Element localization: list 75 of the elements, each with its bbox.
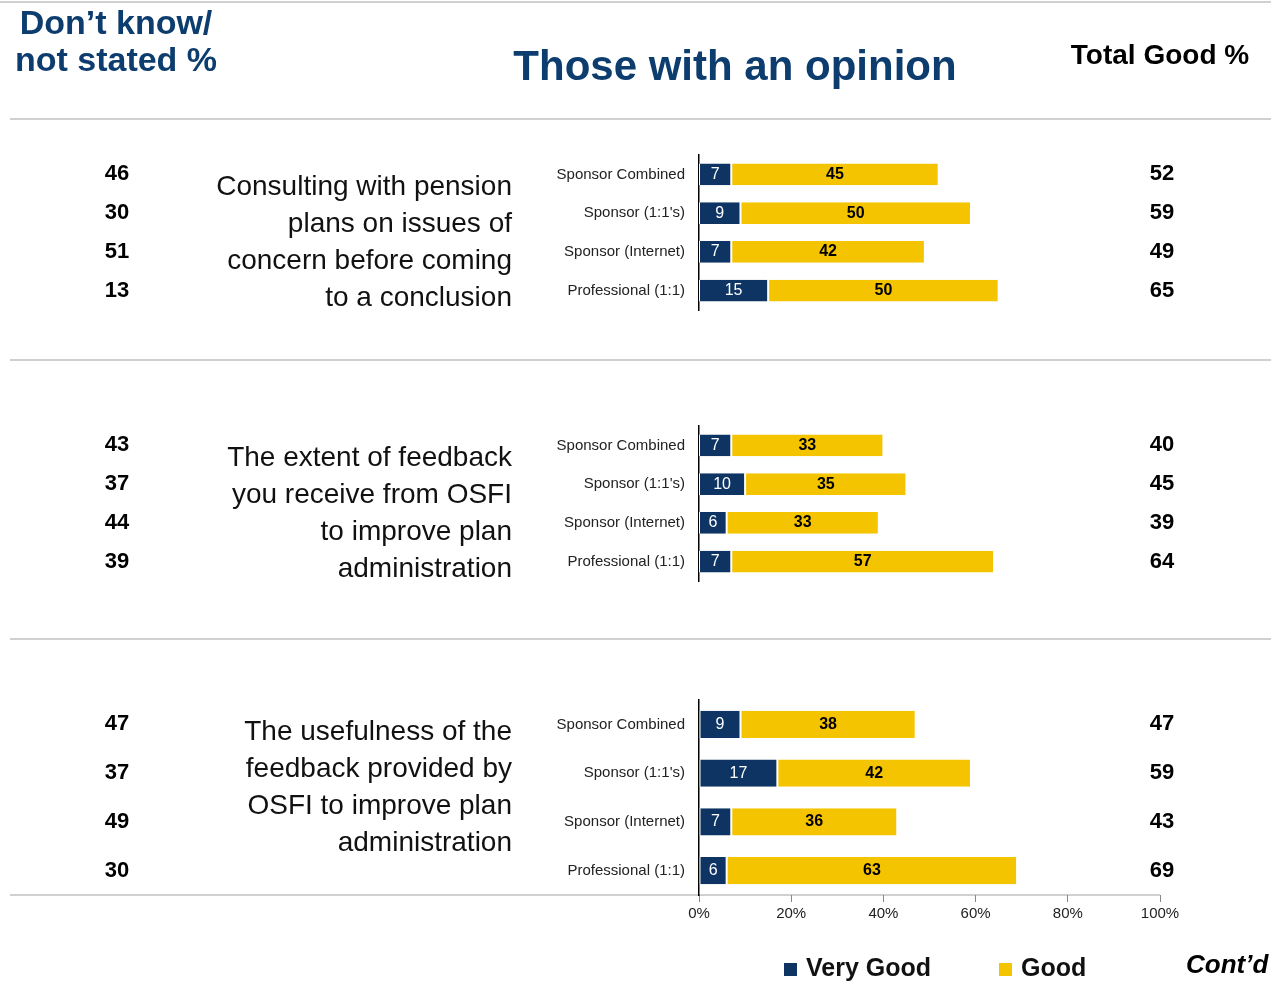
- data-label: 63: [862, 861, 881, 879]
- annotation: 45: [1149, 470, 1175, 496]
- y-tick-label: Sponsor (1:1's): [583, 203, 685, 221]
- text: 30: [104, 856, 130, 882]
- data-label: 42: [819, 242, 838, 260]
- y-tick-label: Sponsor (1:1's): [583, 763, 685, 781]
- data-label: 6: [708, 513, 718, 531]
- text: Consulting with pension plans on issues of concern before coming to a conclusion: [215, 169, 512, 314]
- text: 51: [104, 237, 130, 263]
- data-label: 38: [819, 714, 838, 732]
- text: 13: [104, 276, 130, 302]
- annotation: 39: [1149, 508, 1175, 534]
- data-label: 7: [710, 435, 720, 453]
- y-tick-label: Professional (1:1): [567, 280, 685, 298]
- y-tick-label: Sponsor (Internet): [564, 242, 685, 260]
- text: The extent of feedback you receive from OSFI to improve plan administration: [226, 440, 512, 585]
- data-label: 9: [715, 714, 725, 732]
- data-label: 7: [710, 552, 720, 570]
- x-tick-label: 80%: [1052, 904, 1083, 922]
- y-tick-label: Sponsor Combined: [556, 435, 685, 453]
- data-label: 33: [793, 513, 812, 531]
- text: 30: [104, 199, 130, 225]
- data-label: 7: [710, 812, 720, 830]
- annotation: 64: [1149, 547, 1175, 573]
- text: 43: [104, 431, 130, 457]
- y-tick-label: Professional (1:1): [567, 551, 685, 569]
- data-label: 9: [715, 203, 725, 221]
- data-label: 50: [846, 203, 865, 221]
- annotation: 40: [1149, 431, 1175, 457]
- data-label: 33: [798, 435, 817, 453]
- annotation: 65: [1149, 276, 1175, 302]
- x-tick-label: 40%: [868, 904, 899, 922]
- text: 49: [104, 807, 130, 833]
- text: 37: [104, 470, 130, 496]
- text: 39: [104, 547, 130, 573]
- annotation: 43: [1149, 807, 1175, 833]
- data-label: 17: [729, 763, 748, 781]
- text: 47: [104, 710, 130, 736]
- legend-label: Very Good: [805, 953, 932, 982]
- text: 37: [104, 759, 130, 785]
- y-tick-label: Sponsor Combined: [556, 164, 685, 182]
- annotation: 59: [1149, 199, 1175, 225]
- data-label: 10: [713, 474, 732, 492]
- text: Total Good %: [1069, 38, 1251, 72]
- y-tick-label: Sponsor (1:1's): [583, 474, 685, 492]
- y-tick-label: Sponsor (Internet): [564, 513, 685, 531]
- chart-title: Those with an opinion: [512, 42, 958, 90]
- data-label: 57: [853, 552, 872, 570]
- data-label: 36: [805, 812, 824, 830]
- annotation: 49: [1149, 237, 1175, 263]
- y-tick-label: Sponsor (Internet): [564, 812, 685, 830]
- y-tick-label: Professional (1:1): [567, 860, 685, 878]
- annotation: 47: [1149, 710, 1175, 736]
- x-tick-label: 60%: [960, 904, 991, 922]
- data-label: 7: [710, 164, 720, 182]
- x-tick-label: 100%: [1140, 904, 1180, 922]
- text: Don’t know/ not stated %: [13, 3, 219, 78]
- annotation: 69: [1149, 856, 1175, 882]
- text: 44: [104, 508, 130, 534]
- data-label: 15: [724, 281, 743, 299]
- y-tick-label: Sponsor Combined: [556, 714, 685, 732]
- annotation: 59: [1149, 759, 1175, 785]
- text: 46: [104, 160, 130, 186]
- annotation: 52: [1149, 160, 1175, 186]
- data-label: 42: [865, 763, 884, 781]
- x-tick-label: 0%: [688, 904, 710, 922]
- data-label: 45: [826, 164, 844, 182]
- legend-label: Good: [1020, 953, 1087, 982]
- x-tick-label: 20%: [776, 904, 807, 922]
- data-label: 50: [874, 281, 893, 299]
- data-label: 6: [708, 861, 718, 879]
- data-label: 7: [710, 242, 720, 260]
- text: Cont’d: [1186, 949, 1270, 980]
- text: The usefulness of the feedback provided by OSFI to improve plan administration: [243, 714, 512, 859]
- data-label: 35: [816, 474, 835, 492]
